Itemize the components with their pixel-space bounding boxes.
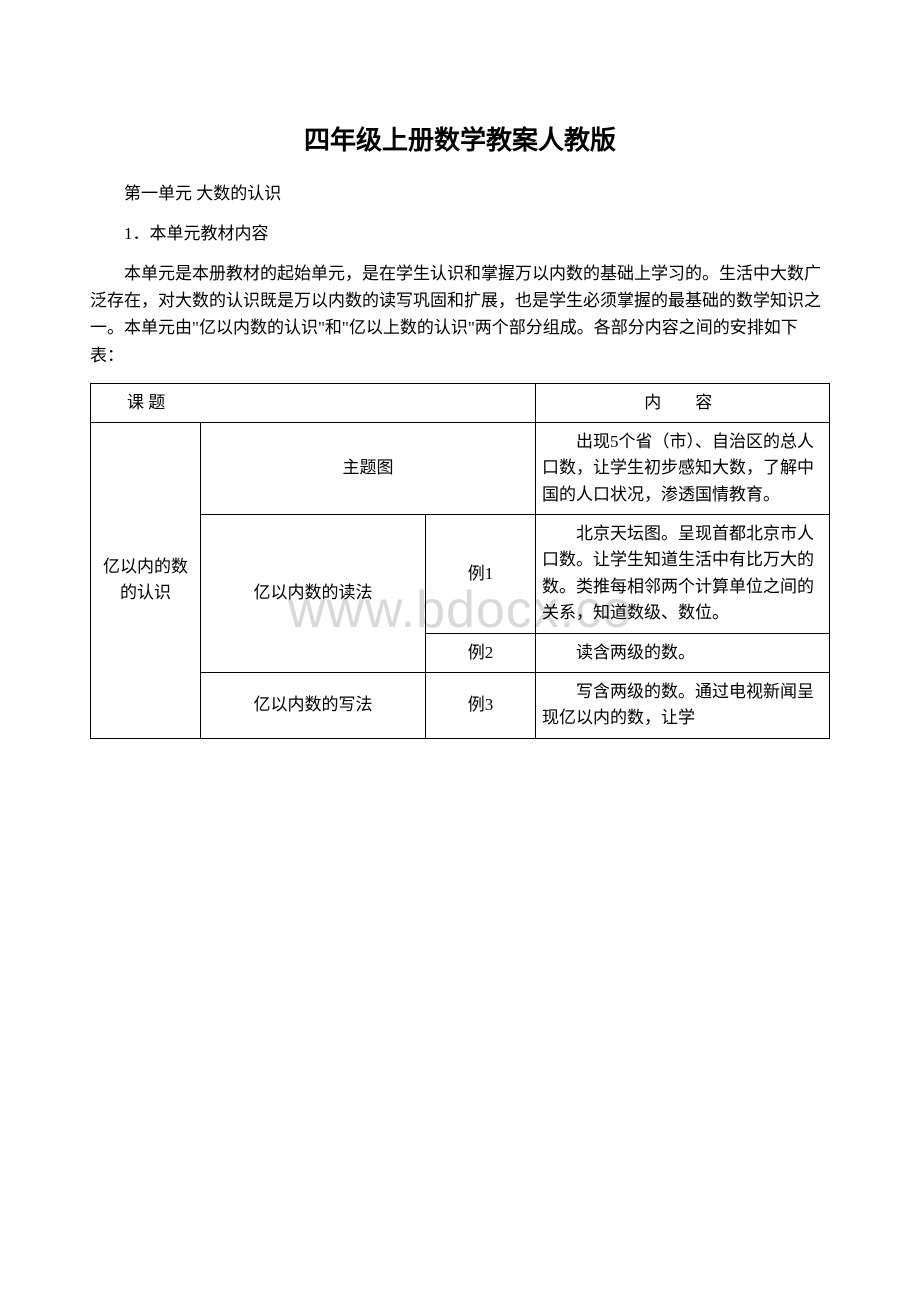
subtopic-cell: 亿以内数的读法 bbox=[201, 515, 426, 673]
subtopic-cell: 主题图 bbox=[201, 423, 536, 515]
section-point: 1．本单元教材内容 bbox=[90, 221, 830, 247]
unit-subtitle: 第一单元 大数的认识 bbox=[90, 181, 830, 207]
table-row: 亿以内的数的认识 主题图 出现5个省（市）、自治区的总人口数，让学生初步感知大数… bbox=[91, 423, 830, 515]
document-page: 四年级上册数学教案人教版 第一单元 大数的认识 1．本单元教材内容 本单元是本册… bbox=[0, 0, 920, 799]
header-topic: 课 题 bbox=[91, 383, 536, 422]
example-cell: 例3 bbox=[426, 672, 536, 738]
subtopic-cell: 亿以内数的写法 bbox=[201, 672, 426, 738]
example-cell: 例1 bbox=[426, 515, 536, 633]
content-cell: 写含两级的数。通过电视新闻呈现亿以内的数，让学 bbox=[536, 672, 830, 738]
content-table: 课 题 内 容 亿以内的数的认识 主题图 出现5个省（市）、自治区的总人口数，让… bbox=[90, 383, 830, 739]
content-cell: 读含两级的数。 bbox=[536, 633, 830, 672]
header-content: 内 容 bbox=[536, 383, 830, 422]
example-cell: 例2 bbox=[426, 633, 536, 672]
intro-paragraph: 本单元是本册教材的起始单元，是在学生认识和掌握万以内数的基础上学习的。生活中大数… bbox=[90, 260, 830, 369]
table-header-row: 课 题 内 容 bbox=[91, 383, 830, 422]
content-cell: 北京天坛图。呈现首都北京市人口数。让学生知道生活中有比万大的数。类推每相邻两个计… bbox=[536, 515, 830, 633]
table-row: 亿以内数的写法 例3 写含两级的数。通过电视新闻呈现亿以内的数，让学 bbox=[91, 672, 830, 738]
table-row: 亿以内数的读法 例1 北京天坛图。呈现首都北京市人口数。让学生知道生活中有比万大… bbox=[91, 515, 830, 633]
topic-cell: 亿以内的数的认识 bbox=[91, 423, 201, 738]
page-title: 四年级上册数学教案人教版 bbox=[90, 120, 830, 157]
content-cell: 出现5个省（市）、自治区的总人口数，让学生初步感知大数，了解中国的人口状况，渗透… bbox=[536, 423, 830, 515]
